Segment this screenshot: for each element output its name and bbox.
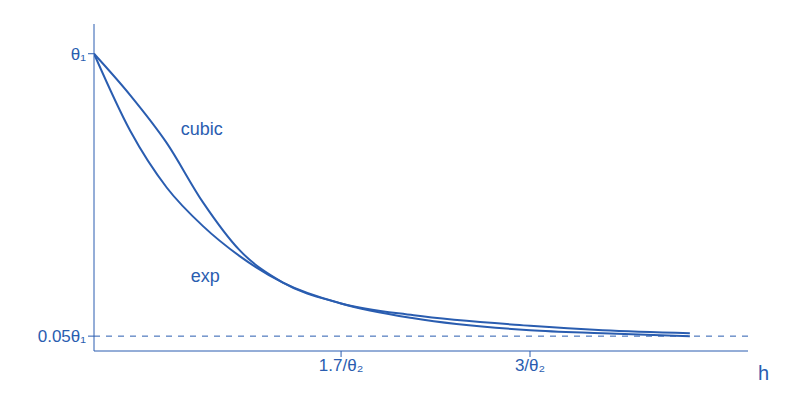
- svg-text:θ₁: θ₁: [71, 45, 86, 64]
- svg-text:0.05θ₁: 0.05θ₁: [38, 327, 87, 346]
- svg-text:cubic: cubic: [181, 119, 223, 139]
- svg-text:3/θ₂: 3/θ₂: [515, 356, 545, 375]
- svg-text:1.7/θ₂: 1.7/θ₂: [319, 356, 363, 375]
- svg-text:h: h: [758, 362, 769, 384]
- svg-text:exp: exp: [191, 266, 220, 286]
